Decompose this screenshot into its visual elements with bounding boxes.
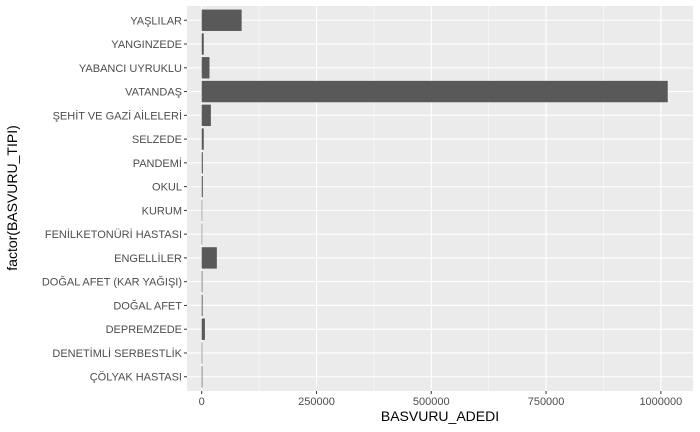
bar bbox=[201, 104, 211, 127]
bar bbox=[201, 80, 668, 103]
y-tick-label: DOĞAL AFET bbox=[113, 299, 182, 312]
bar bbox=[201, 294, 203, 317]
y-tick-label: ŞEHİT VE GAZİ AİLELERİ bbox=[53, 109, 182, 122]
plot-background bbox=[187, 6, 693, 391]
x-tick-label: 500000 bbox=[413, 396, 450, 408]
y-tick-label: KURUM bbox=[142, 205, 182, 217]
bar bbox=[201, 366, 203, 388]
y-tick-label: YAŞLILAR bbox=[130, 15, 182, 27]
y-tick-label: DEPREMZEDE bbox=[106, 324, 182, 336]
y-tick-label: SELZEDE bbox=[132, 134, 182, 146]
y-tick-label: OKUL bbox=[152, 182, 182, 194]
x-tick-label: 250000 bbox=[298, 396, 335, 408]
y-tick-label: DENETİMLİ SERBESTLİK bbox=[52, 347, 182, 360]
bar bbox=[201, 270, 203, 293]
bar bbox=[201, 199, 203, 222]
bar bbox=[201, 247, 217, 269]
bar bbox=[201, 175, 203, 198]
y-tick-label: FENİLKETONÜRİ HASTASI bbox=[45, 228, 182, 241]
x-axis-title: BASVURU_ADEDI bbox=[381, 408, 499, 424]
x-axis: 0 250000 500000 750000 1000000 bbox=[199, 391, 682, 408]
bars bbox=[201, 9, 668, 388]
y-tick-label: PANDEMİ bbox=[133, 157, 182, 170]
x-tick-label: 1000000 bbox=[639, 396, 682, 408]
bar bbox=[201, 128, 204, 150]
y-axis-title: factor(BASVURU_TIPI) bbox=[4, 125, 20, 270]
x-tick-label: 0 bbox=[199, 396, 205, 408]
bar bbox=[201, 57, 210, 79]
y-tick-label: YANGINZEDE bbox=[111, 39, 182, 51]
y-tick-label: YABANCI UYRUKLU bbox=[79, 63, 182, 75]
bar bbox=[201, 318, 205, 340]
x-tick-label: 750000 bbox=[528, 396, 565, 408]
y-tick-label: ÇÖLYAK HASTASI bbox=[90, 372, 182, 384]
bar bbox=[201, 342, 203, 364]
y-tick-label: ENGELLİLER bbox=[114, 252, 182, 265]
bar bbox=[201, 33, 204, 55]
y-tick-label: VATANDAŞ bbox=[125, 87, 182, 99]
y-tick-label: DOĞAL AFET (KAR YAĞIŞI) bbox=[42, 276, 182, 289]
y-axis: ÇÖLYAK HASTASI DENETİMLİ SERBESTLİK DEPREM… bbox=[42, 15, 187, 384]
bar bbox=[201, 152, 203, 174]
bar bbox=[201, 223, 203, 245]
bar bbox=[201, 9, 242, 31]
